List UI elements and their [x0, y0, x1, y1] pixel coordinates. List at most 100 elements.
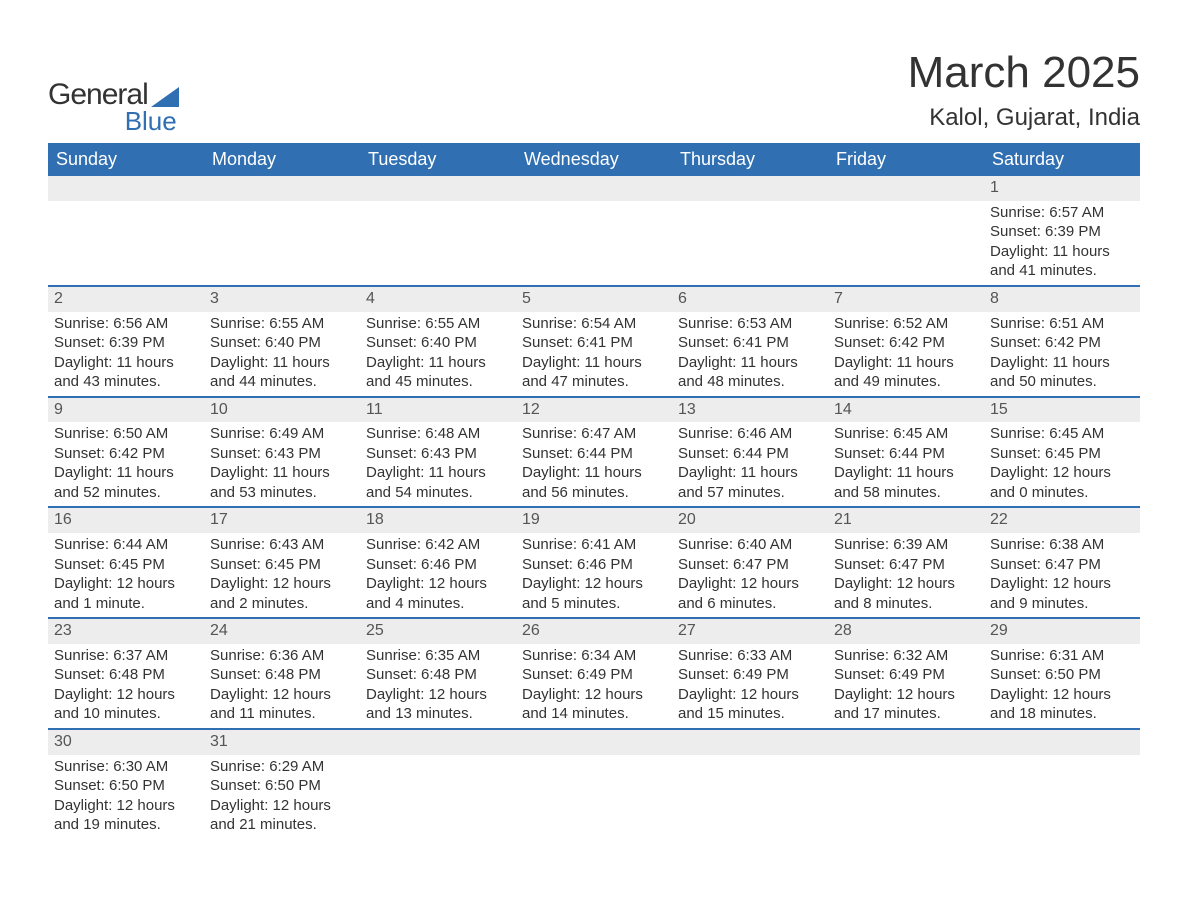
location: Kalol, Gujarat, India: [908, 104, 1140, 132]
day-number: [672, 730, 828, 755]
sunrise-text: Sunrise: 6:42 AM: [366, 535, 510, 555]
day-body: Sunrise: 6:41 AMSunset: 6:46 PMDaylight:…: [516, 533, 672, 617]
day-cell: 19Sunrise: 6:41 AMSunset: 6:46 PMDayligh…: [516, 507, 672, 618]
sunset-text: Sunset: 6:50 PM: [54, 776, 198, 796]
sunrise-text: Sunrise: 6:45 AM: [990, 424, 1134, 444]
daylight-text: Daylight: 11 hours and 47 minutes.: [522, 353, 666, 392]
day-body: Sunrise: 6:48 AMSunset: 6:43 PMDaylight:…: [360, 422, 516, 506]
day-cell: [360, 729, 516, 839]
day-number: [672, 176, 828, 201]
day-number: 10: [204, 398, 360, 423]
day-cell: 4Sunrise: 6:55 AMSunset: 6:40 PMDaylight…: [360, 286, 516, 397]
sunrise-text: Sunrise: 6:29 AM: [210, 757, 354, 777]
day-body: Sunrise: 6:47 AMSunset: 6:44 PMDaylight:…: [516, 422, 672, 506]
day-cell: 2Sunrise: 6:56 AMSunset: 6:39 PMDaylight…: [48, 286, 204, 397]
daylight-text: Daylight: 11 hours and 54 minutes.: [366, 463, 510, 502]
day-body: Sunrise: 6:35 AMSunset: 6:48 PMDaylight:…: [360, 644, 516, 728]
daylight-text: Daylight: 11 hours and 49 minutes.: [834, 353, 978, 392]
day-body: Sunrise: 6:56 AMSunset: 6:39 PMDaylight:…: [48, 312, 204, 396]
day-body: [984, 755, 1140, 761]
sunrise-text: Sunrise: 6:47 AM: [522, 424, 666, 444]
daylight-text: Daylight: 12 hours and 21 minutes.: [210, 796, 354, 835]
daylight-text: Daylight: 12 hours and 14 minutes.: [522, 685, 666, 724]
day-number: 26: [516, 619, 672, 644]
day-number: 27: [672, 619, 828, 644]
day-cell: 27Sunrise: 6:33 AMSunset: 6:49 PMDayligh…: [672, 618, 828, 729]
day-body: Sunrise: 6:36 AMSunset: 6:48 PMDaylight:…: [204, 644, 360, 728]
sunset-text: Sunset: 6:39 PM: [54, 333, 198, 353]
sunset-text: Sunset: 6:47 PM: [834, 555, 978, 575]
day-cell: 31Sunrise: 6:29 AMSunset: 6:50 PMDayligh…: [204, 729, 360, 839]
day-body: Sunrise: 6:30 AMSunset: 6:50 PMDaylight:…: [48, 755, 204, 839]
sunrise-text: Sunrise: 6:34 AM: [522, 646, 666, 666]
daylight-text: Daylight: 11 hours and 56 minutes.: [522, 463, 666, 502]
day-cell: 6Sunrise: 6:53 AMSunset: 6:41 PMDaylight…: [672, 286, 828, 397]
day-cell: 30Sunrise: 6:30 AMSunset: 6:50 PMDayligh…: [48, 729, 204, 839]
logo-triangle-icon: [151, 87, 179, 107]
day-number: [204, 176, 360, 201]
sunset-text: Sunset: 6:49 PM: [522, 665, 666, 685]
sunrise-text: Sunrise: 6:45 AM: [834, 424, 978, 444]
daylight-text: Daylight: 12 hours and 15 minutes.: [678, 685, 822, 724]
daylight-text: Daylight: 11 hours and 45 minutes.: [366, 353, 510, 392]
daylight-text: Daylight: 11 hours and 53 minutes.: [210, 463, 354, 502]
daylight-text: Daylight: 12 hours and 13 minutes.: [366, 685, 510, 724]
week-row: 16Sunrise: 6:44 AMSunset: 6:45 PMDayligh…: [48, 507, 1140, 618]
day-body: Sunrise: 6:38 AMSunset: 6:47 PMDaylight:…: [984, 533, 1140, 617]
daylight-text: Daylight: 11 hours and 58 minutes.: [834, 463, 978, 502]
day-header: Sunday: [48, 143, 204, 176]
sunrise-text: Sunrise: 6:33 AM: [678, 646, 822, 666]
day-number: [984, 730, 1140, 755]
day-number: [516, 730, 672, 755]
day-cell: 14Sunrise: 6:45 AMSunset: 6:44 PMDayligh…: [828, 397, 984, 508]
day-body: Sunrise: 6:46 AMSunset: 6:44 PMDaylight:…: [672, 422, 828, 506]
sunset-text: Sunset: 6:41 PM: [522, 333, 666, 353]
day-body: [828, 755, 984, 761]
day-body: Sunrise: 6:51 AMSunset: 6:42 PMDaylight:…: [984, 312, 1140, 396]
sunset-text: Sunset: 6:50 PM: [990, 665, 1134, 685]
day-body: Sunrise: 6:52 AMSunset: 6:42 PMDaylight:…: [828, 312, 984, 396]
day-body: Sunrise: 6:39 AMSunset: 6:47 PMDaylight:…: [828, 533, 984, 617]
daylight-text: Daylight: 11 hours and 44 minutes.: [210, 353, 354, 392]
day-number: 18: [360, 508, 516, 533]
day-number: 20: [672, 508, 828, 533]
day-number: 29: [984, 619, 1140, 644]
day-cell: 15Sunrise: 6:45 AMSunset: 6:45 PMDayligh…: [984, 397, 1140, 508]
day-body: Sunrise: 6:37 AMSunset: 6:48 PMDaylight:…: [48, 644, 204, 728]
sunrise-text: Sunrise: 6:51 AM: [990, 314, 1134, 334]
sunset-text: Sunset: 6:48 PM: [210, 665, 354, 685]
sunrise-text: Sunrise: 6:55 AM: [210, 314, 354, 334]
sunset-text: Sunset: 6:48 PM: [366, 665, 510, 685]
day-cell: 3Sunrise: 6:55 AMSunset: 6:40 PMDaylight…: [204, 286, 360, 397]
day-body: [516, 755, 672, 761]
day-number: 8: [984, 287, 1140, 312]
day-header: Friday: [828, 143, 984, 176]
daylight-text: Daylight: 12 hours and 19 minutes.: [54, 796, 198, 835]
day-cell: 13Sunrise: 6:46 AMSunset: 6:44 PMDayligh…: [672, 397, 828, 508]
day-number: 17: [204, 508, 360, 533]
sunrise-text: Sunrise: 6:46 AM: [678, 424, 822, 444]
sunset-text: Sunset: 6:44 PM: [522, 444, 666, 464]
day-cell: [516, 729, 672, 839]
day-body: Sunrise: 6:42 AMSunset: 6:46 PMDaylight:…: [360, 533, 516, 617]
day-number: [516, 176, 672, 201]
day-body: Sunrise: 6:40 AMSunset: 6:47 PMDaylight:…: [672, 533, 828, 617]
day-cell: 24Sunrise: 6:36 AMSunset: 6:48 PMDayligh…: [204, 618, 360, 729]
day-number: 6: [672, 287, 828, 312]
day-body: Sunrise: 6:44 AMSunset: 6:45 PMDaylight:…: [48, 533, 204, 617]
sunrise-text: Sunrise: 6:39 AM: [834, 535, 978, 555]
day-body: Sunrise: 6:55 AMSunset: 6:40 PMDaylight:…: [360, 312, 516, 396]
daylight-text: Daylight: 11 hours and 50 minutes.: [990, 353, 1134, 392]
sunrise-text: Sunrise: 6:48 AM: [366, 424, 510, 444]
day-number: 24: [204, 619, 360, 644]
day-cell: 22Sunrise: 6:38 AMSunset: 6:47 PMDayligh…: [984, 507, 1140, 618]
day-header-row: SundayMondayTuesdayWednesdayThursdayFrid…: [48, 143, 1140, 176]
logo-text-blue: Blue: [48, 106, 179, 137]
sunset-text: Sunset: 6:43 PM: [210, 444, 354, 464]
day-number: 23: [48, 619, 204, 644]
day-cell: 26Sunrise: 6:34 AMSunset: 6:49 PMDayligh…: [516, 618, 672, 729]
daylight-text: Daylight: 12 hours and 10 minutes.: [54, 685, 198, 724]
sunset-text: Sunset: 6:40 PM: [366, 333, 510, 353]
day-body: Sunrise: 6:55 AMSunset: 6:40 PMDaylight:…: [204, 312, 360, 396]
calendar-table: SundayMondayTuesdayWednesdayThursdayFrid…: [48, 143, 1140, 839]
